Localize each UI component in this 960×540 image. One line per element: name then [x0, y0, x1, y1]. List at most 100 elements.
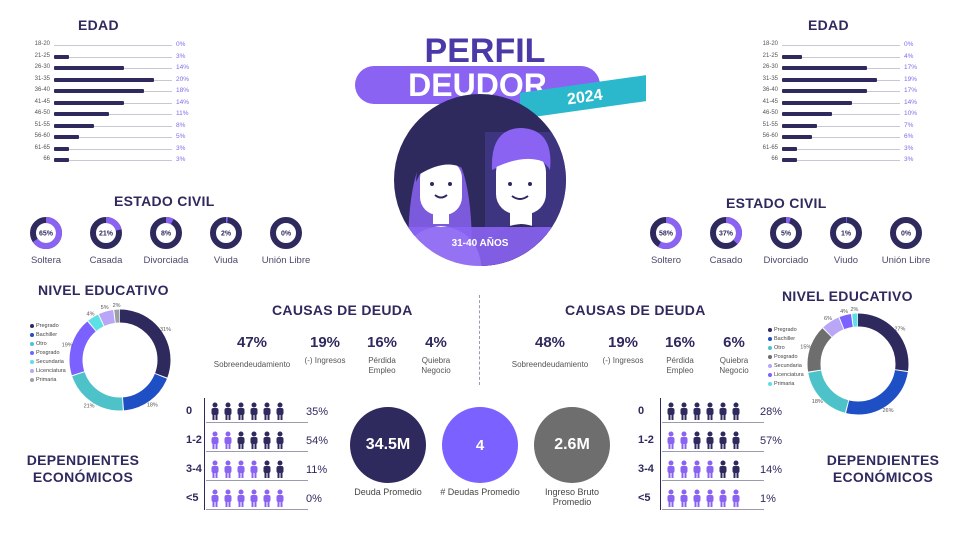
dependents-baseline	[662, 422, 764, 423]
age-gridline	[54, 160, 172, 161]
age-bar	[54, 158, 69, 162]
causes-title-female: CAUSAS DE DEUDA	[272, 302, 413, 318]
legend-item: Posgrado	[30, 349, 66, 358]
legend-swatch	[30, 377, 34, 382]
legend-swatch	[768, 345, 772, 350]
person-body	[693, 408, 701, 415]
dependents-title-male: DEPENDIENTES ECONÓMICOS	[826, 452, 940, 485]
person-head	[668, 460, 674, 466]
legend-item: Bachiller	[30, 331, 66, 340]
person-leg	[241, 443, 244, 449]
education-value-label: 26%	[882, 408, 893, 414]
person-head	[733, 460, 739, 466]
person-leg	[215, 501, 218, 507]
person-leg	[254, 472, 257, 478]
civil-category-label: Casado	[709, 255, 743, 266]
age-title-female: EDAD	[78, 17, 119, 33]
age-tick-label: 46-50	[34, 110, 50, 116]
age-bar	[782, 135, 812, 139]
person-head	[733, 402, 739, 408]
person-icon	[667, 431, 675, 449]
dependents-value-label: 57%	[760, 435, 783, 447]
dependents-baseline	[662, 509, 764, 510]
civil-category-label: Soltero	[650, 255, 682, 266]
person-head	[225, 431, 231, 437]
education-value-label: 27%	[894, 326, 905, 332]
civil-category-label: Unión Libre	[881, 255, 931, 266]
cause-value: 4%	[425, 334, 447, 351]
person-head	[720, 460, 726, 466]
person-leg	[280, 414, 283, 420]
legend-swatch	[30, 350, 34, 355]
person-icon	[732, 489, 740, 507]
person-leg	[684, 414, 687, 420]
civil-value-label: 0%	[281, 231, 292, 238]
civil-category-label: Unión Libre	[261, 255, 311, 266]
legend-item: Licenciatura	[30, 367, 66, 376]
legend-item: Pregrado	[30, 322, 66, 331]
person-body	[263, 408, 271, 415]
education-title-male: NIVEL EDUCATIVO	[782, 288, 913, 304]
person-head	[707, 431, 713, 437]
legend-swatch	[768, 372, 772, 377]
age-bar	[54, 135, 79, 139]
age-gridline	[54, 45, 172, 46]
legend-swatch	[30, 323, 34, 328]
legend-label: Otro	[774, 345, 785, 351]
person-body	[276, 495, 284, 502]
person-body	[719, 437, 727, 444]
person-body	[224, 495, 232, 502]
age-gridline	[54, 148, 172, 150]
age-tick-label: 36-40	[34, 87, 50, 93]
person-leg	[694, 501, 697, 507]
cause-value: 19%	[607, 334, 639, 351]
age-value-label: 20%	[176, 75, 190, 83]
person-body	[237, 437, 245, 444]
legend-item: Otro	[30, 340, 66, 349]
person-leg	[251, 472, 254, 478]
dependents-value-label: 35%	[306, 406, 329, 418]
education-title-female: NIVEL EDUCATIVO	[38, 282, 169, 298]
person-body	[250, 495, 258, 502]
age-tick-label: 61-65	[762, 144, 778, 151]
legend-swatch	[30, 332, 34, 337]
dependents-baseline	[662, 451, 764, 452]
person-leg	[697, 443, 700, 449]
person-icon	[211, 402, 219, 420]
age-tick-label: 18-20	[762, 41, 778, 47]
legend-item: Licenciatura	[768, 371, 804, 380]
person-leg	[694, 414, 697, 420]
age-bar	[54, 146, 69, 151]
civil-donut: 0%	[890, 217, 922, 249]
civil-title-male: ESTADO CIVIL	[726, 195, 827, 211]
dependents-value-label: 0%	[306, 493, 322, 505]
person-icon	[719, 402, 727, 420]
civil-donut: 1%	[830, 217, 862, 249]
person-leg	[254, 414, 257, 420]
person-head	[277, 489, 283, 495]
age-bar	[782, 146, 797, 151]
person-leg	[710, 443, 713, 449]
person-icon	[224, 431, 232, 449]
age-bar	[54, 100, 124, 105]
person-body	[237, 495, 245, 502]
education-value-label: 15%	[800, 345, 811, 351]
education-value-label: 2%	[113, 303, 121, 309]
age-value-label: 17%	[904, 87, 918, 94]
person-leg	[694, 472, 697, 478]
summary-circle-label: # Deudas Promedio	[440, 487, 520, 497]
dependents-value-label: 14%	[760, 464, 783, 476]
age-value-label: 3%	[904, 156, 914, 163]
person-head	[694, 489, 700, 495]
cause-label: (-) Ingresos	[304, 356, 346, 365]
causes-title-male: CAUSAS DE DEUDA	[565, 302, 706, 318]
summary-circle-label: Deuda Promedio	[354, 487, 422, 497]
civil-value-label: 65%	[39, 231, 54, 238]
civil-donut-hole	[216, 223, 236, 243]
legend-item: Posgrado	[768, 353, 804, 362]
civil-title-female: ESTADO CIVIL	[114, 193, 215, 209]
person-leg	[668, 443, 671, 449]
age-value-label: 14%	[176, 98, 190, 106]
age-value-label: 6%	[904, 133, 914, 140]
person-icon	[250, 431, 258, 449]
